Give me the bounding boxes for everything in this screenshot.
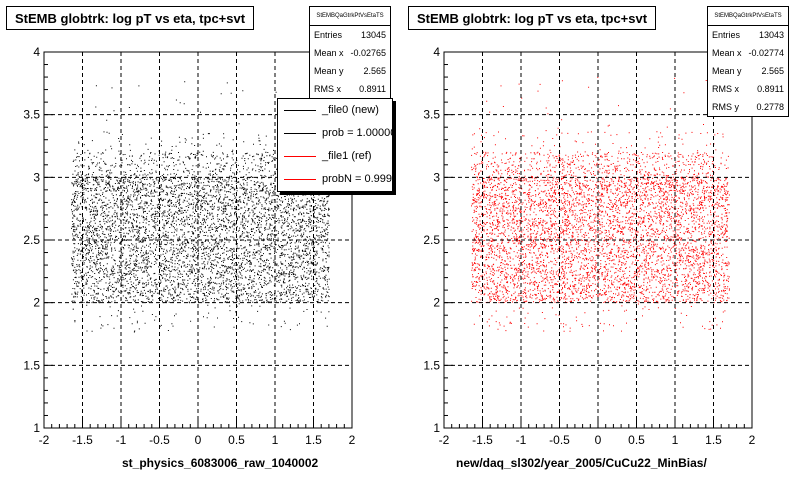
left-plot-title: StEMB globtrk: log pT vs eta, tpc+svt (6, 6, 255, 30)
legend-line-swatch (284, 179, 316, 180)
x-tick-label: 0.5 (228, 433, 245, 447)
stats-row: RMS x 0.8911 (708, 80, 788, 98)
y-tick-label: 2 (33, 296, 40, 310)
y-tick-label: 2 (433, 296, 440, 310)
left-stats-header: StEMBQaGtrkPtVsEtaTS (310, 7, 390, 26)
y-tick-label: 1 (433, 421, 440, 435)
stats-value: 13043 (758, 30, 784, 40)
stats-label: Mean x (712, 48, 742, 58)
right-panel: -2 -1.5 -1 -0.5 0 0.5 1 1.5 2 1 1.5 2 2.5 3 3.5 4 StEMB… (400, 0, 800, 480)
x-tick-label: -1 (516, 433, 527, 447)
y-tick-label: 3.5 (23, 108, 40, 122)
stats-label: Mean y (314, 66, 344, 76)
stats-value: 2.565 (761, 66, 784, 76)
stats-value: -0.02765 (350, 48, 386, 58)
right-stats-box: StEMBQaGtrkPtVsEtaTS Entries 13043 Mean x-… (707, 6, 789, 117)
right-stats-rows: Entries 13043 Mean x -0.02774 Mean y 2.565 RMS… (708, 26, 788, 116)
stats-label: Mean x (314, 48, 344, 58)
left-panel: -2 -1.5 -1 -0.5 0 0.5 1 1.5 2 1 1.5 2 2.5 3 3.5 4 StEMB… (6, 6, 393, 470)
scatter-points-0 (71, 81, 330, 333)
stats-row: Entries 13043 (708, 26, 788, 44)
y-tick-label: 3 (433, 170, 440, 184)
x-tick-label: 1 (672, 433, 679, 447)
y-tick-label: 1.5 (423, 358, 440, 372)
y-tick-label: 1.5 (23, 358, 40, 372)
legend-entry: _file0 (new) (278, 99, 392, 122)
legend-entry-text: prob = 1.000000 (322, 127, 392, 139)
stats-label: Mean y (712, 66, 742, 76)
stats-label: RMS y (712, 102, 739, 112)
stats-value: 0.2778 (756, 102, 784, 112)
stats-value: 0.8911 (359, 84, 386, 94)
legend-entry-text: _file1 (ref) (322, 150, 372, 162)
y-tick-label: 2.5 (423, 233, 440, 247)
legend-line-swatch (284, 133, 316, 134)
y-tick-label: 3.5 (423, 108, 440, 122)
x-tick-label: -1 (116, 433, 127, 447)
stats-label: Entries (712, 30, 741, 40)
right-scatter-plot: -2 -1.5 -1 -0.5 0 0.5 1 1.5 2 1 1.5 2 2.5 3 3.5 4 (423, 45, 756, 447)
stats-label: Entries (314, 30, 343, 40)
x-tick-label: -0.5 (149, 433, 170, 447)
legend-rows: _file0 (new) prob = 1.000000 _file1 (ref) p… (278, 99, 392, 191)
stats-row: Mean x -0.02765 (310, 44, 390, 62)
stats-value: -0.02774 (748, 48, 784, 58)
stats-label: RMS x (314, 84, 341, 94)
left-stats-box: StEMBQaGtrkPtVsEtaTS Entries 13045 Mean x-… (309, 6, 391, 99)
stats-row: Mean y 2.565 (310, 62, 390, 80)
right-plot-title: StEMB globtrk: log pT vs eta, tpc+svt (408, 6, 657, 30)
y-tick-label: 4 (33, 45, 40, 59)
stats-value: 13045 (360, 30, 386, 40)
x-tick-label: 0.5 (628, 433, 645, 447)
legend-entry: prob = 1.000000 (278, 122, 392, 145)
legend-entry-text: probN = 0.999995 (322, 173, 393, 185)
legend-entry: _file1 (ref) (278, 145, 392, 168)
stats-row: RMS x 0.8911 (310, 80, 390, 98)
y-tick-label: 1 (33, 421, 40, 435)
y-tick-label: 4 (433, 45, 440, 59)
x-tick-label: 2 (749, 433, 756, 447)
scatter-points-1 (471, 76, 730, 332)
stats-row: Mean y 2.565 (708, 62, 788, 80)
stats-label: RMS x (712, 84, 739, 94)
legend-line-swatch (284, 110, 316, 111)
y-tick-label: 3 (33, 170, 40, 184)
x-tick-label: 2 (349, 433, 356, 447)
legend-entry: probN = 0.999995 (278, 168, 392, 191)
legend-entry-text: _file0 (new) (322, 104, 379, 116)
left-x-axis-label: st_physics_6083006_raw_1040002 (122, 456, 319, 470)
stats-row: Entries 13045 (310, 26, 390, 44)
x-tick-label: -2 (39, 433, 50, 447)
legend-line-swatch (284, 156, 316, 157)
x-tick-label: -0.5 (549, 433, 570, 447)
x-tick-label: -1.5 (72, 433, 93, 447)
x-tick-label: 0 (195, 433, 202, 447)
left-scatter-plot: -2 -1.5 -1 -0.5 0 0.5 1 1.5 2 1 1.5 2 2.5 3 3.5 4 (23, 45, 356, 447)
x-tick-label: 1 (272, 433, 279, 447)
stats-row: Mean x -0.02774 (708, 44, 788, 62)
stats-value: 2.565 (363, 66, 386, 76)
x-tick-label: -2 (439, 433, 450, 447)
stats-value: 0.8911 (757, 84, 784, 94)
legend: _file0 (new) prob = 1.000000 _file1 (ref) p… (277, 98, 393, 192)
x-tick-label: 0 (595, 433, 602, 447)
x-tick-label: -1.5 (472, 433, 493, 447)
x-tick-label: 1.5 (305, 433, 322, 447)
left-stats-rows: Entries 13045 Mean x -0.02765 Mean y 2.565 RMS… (310, 26, 390, 98)
right-x-axis-label: new/daq_sl302/year_2005/CuCu22_MinBias/ (456, 456, 707, 470)
x-tick-label: 1.5 (705, 433, 722, 447)
stats-row: RMS y 0.2778 (708, 98, 788, 116)
y-tick-label: 2.5 (23, 233, 40, 247)
right-stats-header: StEMBQaGtrkPtVsEtaTS (708, 7, 788, 26)
